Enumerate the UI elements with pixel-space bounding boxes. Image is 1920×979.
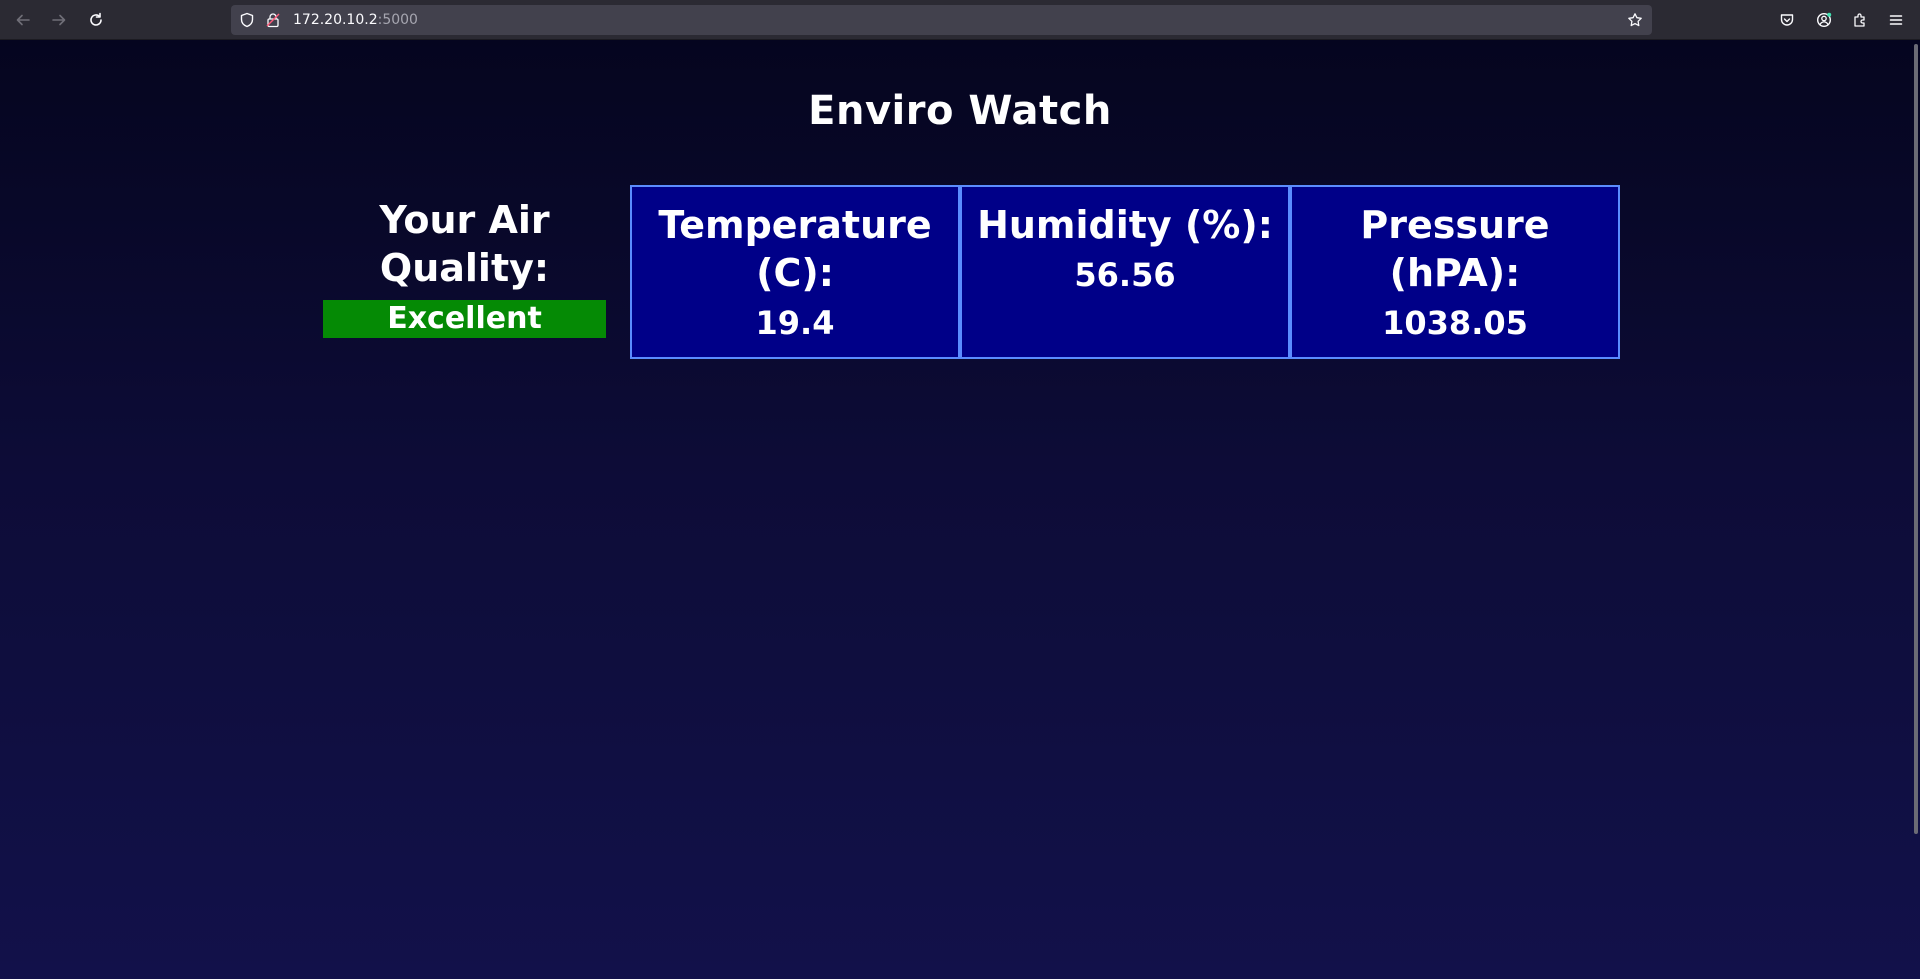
forward-button[interactable] bbox=[47, 8, 71, 32]
extensions-icon[interactable] bbox=[1848, 8, 1872, 32]
address-bar[interactable]: 172.20.10.2:5000 bbox=[231, 5, 1652, 35]
url-host: 172.20.10.2 bbox=[293, 12, 378, 28]
account-icon[interactable] bbox=[1812, 8, 1836, 32]
pressure-value: 1038.05 bbox=[1382, 304, 1528, 342]
browser-toolbar: 172.20.10.2:5000 bbox=[0, 0, 1920, 40]
scrollbar[interactable] bbox=[1914, 44, 1918, 834]
page-title: Enviro Watch bbox=[808, 88, 1112, 134]
humidity-title: Humidity (%): bbox=[977, 203, 1273, 247]
air-quality-label: Your Air Quality: bbox=[379, 198, 550, 290]
url-text[interactable]: 172.20.10.2:5000 bbox=[293, 12, 418, 28]
reload-button[interactable] bbox=[84, 8, 108, 32]
star-icon[interactable] bbox=[1627, 12, 1643, 28]
back-button[interactable] bbox=[11, 8, 35, 32]
reload-icon bbox=[90, 12, 102, 26]
hamburger-menu-icon[interactable] bbox=[1884, 8, 1908, 32]
readings-cards: Temperature (C): 19.4 Humidity (%): 56.5… bbox=[630, 185, 1620, 359]
shield-icon[interactable] bbox=[239, 12, 255, 28]
air-quality-panel: Your Air Quality: Excellent bbox=[323, 196, 606, 338]
humidity-card: Humidity (%): 56.56 bbox=[960, 185, 1290, 359]
humidity-value: 56.56 bbox=[1074, 256, 1176, 294]
pressure-title: Pressure (hPA): bbox=[1360, 203, 1550, 295]
temperature-title: Temperature (C): bbox=[658, 203, 932, 295]
arrow-left-icon bbox=[16, 14, 30, 26]
temperature-value: 19.4 bbox=[755, 304, 835, 342]
insecure-lock-icon[interactable] bbox=[265, 12, 281, 28]
temperature-card: Temperature (C): 19.4 bbox=[630, 185, 960, 359]
arrow-right-icon bbox=[52, 14, 66, 26]
page-viewport: Enviro Watch Your Air Quality: Excellent… bbox=[0, 40, 1920, 979]
pressure-card: Pressure (hPA): 1038.05 bbox=[1290, 185, 1620, 359]
url-port: :5000 bbox=[377, 12, 418, 28]
air-quality-status-badge: Excellent bbox=[323, 300, 606, 338]
pocket-icon[interactable] bbox=[1775, 8, 1799, 32]
